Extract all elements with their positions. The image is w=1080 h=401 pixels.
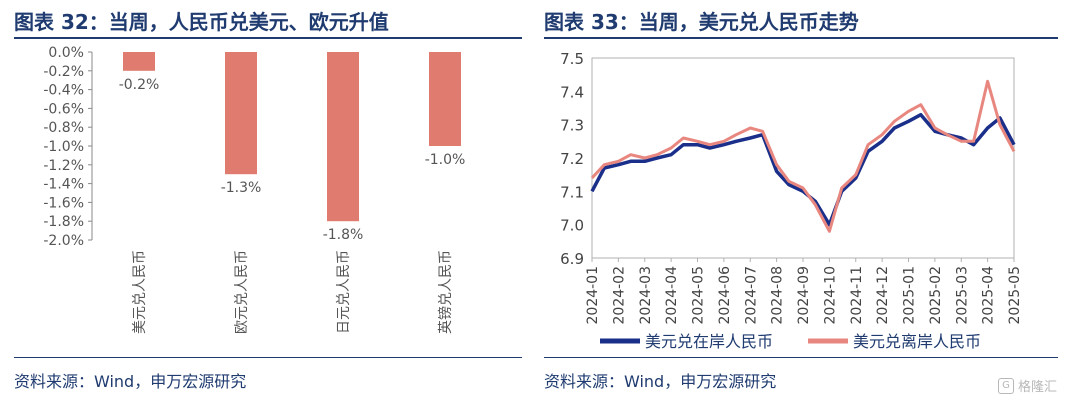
legend-label: 美元兑在岸人民币: [645, 332, 773, 351]
gelonghui-logo-icon: G: [998, 377, 1014, 394]
watermark-text: 格隆汇: [1018, 380, 1058, 395]
line-x-tick-label: 2024-12: [875, 266, 891, 325]
bar-category-label: 英镑兑人民币: [437, 250, 454, 334]
line-x-tick-label: 2024-07: [743, 266, 759, 325]
bar-data-label: -1.3%: [221, 180, 262, 196]
left-source-rule: [14, 357, 522, 358]
series-onshore-line: [590, 112, 1016, 227]
bar-y-tick-label: -0.8%: [43, 120, 84, 136]
bar-chart: 0.0% -0.2% -0.4% -0.6% -0.8% -1.0% -1.2% -1.4% -…: [43, 45, 465, 334]
watermark: G 格隆汇: [998, 376, 1057, 395]
bar-data-label: -1.0%: [425, 152, 466, 168]
bar-y-tick-label: -2.0%: [43, 233, 84, 249]
bar-y-tick-label: -1.8%: [43, 214, 84, 230]
line-x-tick-label: 2024-09: [796, 266, 812, 325]
line-x-tick-label: 2024-01: [585, 266, 601, 325]
line-x-tick-label: 2025-03: [954, 266, 970, 325]
line-y-tick-label: 7.1: [560, 183, 584, 201]
line-x-tick-label: 2024-11: [849, 266, 865, 325]
right-chart-title: 图表 33：当周，美元兑人民币走势: [544, 10, 859, 34]
right-source-rule: [544, 357, 1058, 358]
bar-y-tick-label: -0.6%: [43, 101, 84, 117]
line-x-tick-label: 2025-02: [928, 266, 944, 325]
line-x-tick-label: 2024-02: [611, 266, 627, 325]
bar-category-label: 欧元兑人民币: [234, 250, 250, 334]
line-chart: 6.9 7.0 7.1 7.2 7.3 7.4 7.5 2024-01 2024-02 2024-…: [560, 50, 1023, 351]
bar: [429, 52, 461, 146]
bar: [327, 52, 359, 222]
bar: [225, 52, 257, 175]
bar-category-label: 美元兑人民币: [132, 250, 148, 334]
series-offshore-line: [590, 79, 1016, 233]
line-x-tick-label: 2025-01: [902, 266, 918, 325]
bar-y-tick-label: -1.6%: [43, 195, 84, 211]
right-title-rule: [544, 37, 1058, 39]
bar-data-label: -1.8%: [323, 227, 364, 243]
line-y-tick-label: 7.4: [560, 83, 584, 101]
line-y-tick-label: 7.3: [560, 117, 584, 135]
line-y-tick-label: 7.5: [560, 50, 584, 68]
bar-data-label: -0.2%: [119, 77, 160, 93]
left-source-note: 资料来源：Wind，申万宏源研究: [14, 372, 247, 391]
line-y-tick-label: 7.0: [560, 217, 584, 235]
line-x-tick-label: 2024-05: [691, 266, 707, 325]
left-title-rule: [14, 37, 522, 39]
bar-y-tick-label: -1.0%: [43, 139, 84, 155]
bar-y-tick-label: -1.4%: [43, 177, 84, 193]
line-x-tick-label: 2024-06: [717, 266, 733, 325]
line-x-tick-label: 2024-08: [770, 266, 786, 325]
line-y-tick-label: 7.2: [560, 150, 584, 168]
bar-y-tick-label: -0.4%: [43, 83, 84, 99]
right-source-note: 资料来源：Wind，申万宏源研究: [544, 372, 777, 391]
legend-label: 美元兑离岸人民币: [853, 332, 981, 351]
line-y-tick-label: 6.9: [560, 250, 584, 268]
line-x-tick-label: 2024-03: [638, 266, 654, 325]
line-x-tick-label: 2024-04: [664, 266, 680, 325]
left-chart-title: 图表 32：当周，人民币兑美元、欧元升值: [14, 10, 389, 34]
line-x-tick-label: 2024-10: [822, 266, 838, 325]
bar-y-tick-label: -1.2%: [43, 158, 84, 174]
line-x-tick-label: 2025-05: [1007, 266, 1023, 325]
bar-category-label: 日元兑人民币: [336, 250, 352, 334]
bar-y-tick-label: 0.0%: [48, 45, 84, 61]
bar: [123, 52, 155, 71]
line-x-tick-label: 2025-04: [981, 266, 997, 325]
bar-y-tick-label: -0.2%: [43, 64, 84, 80]
